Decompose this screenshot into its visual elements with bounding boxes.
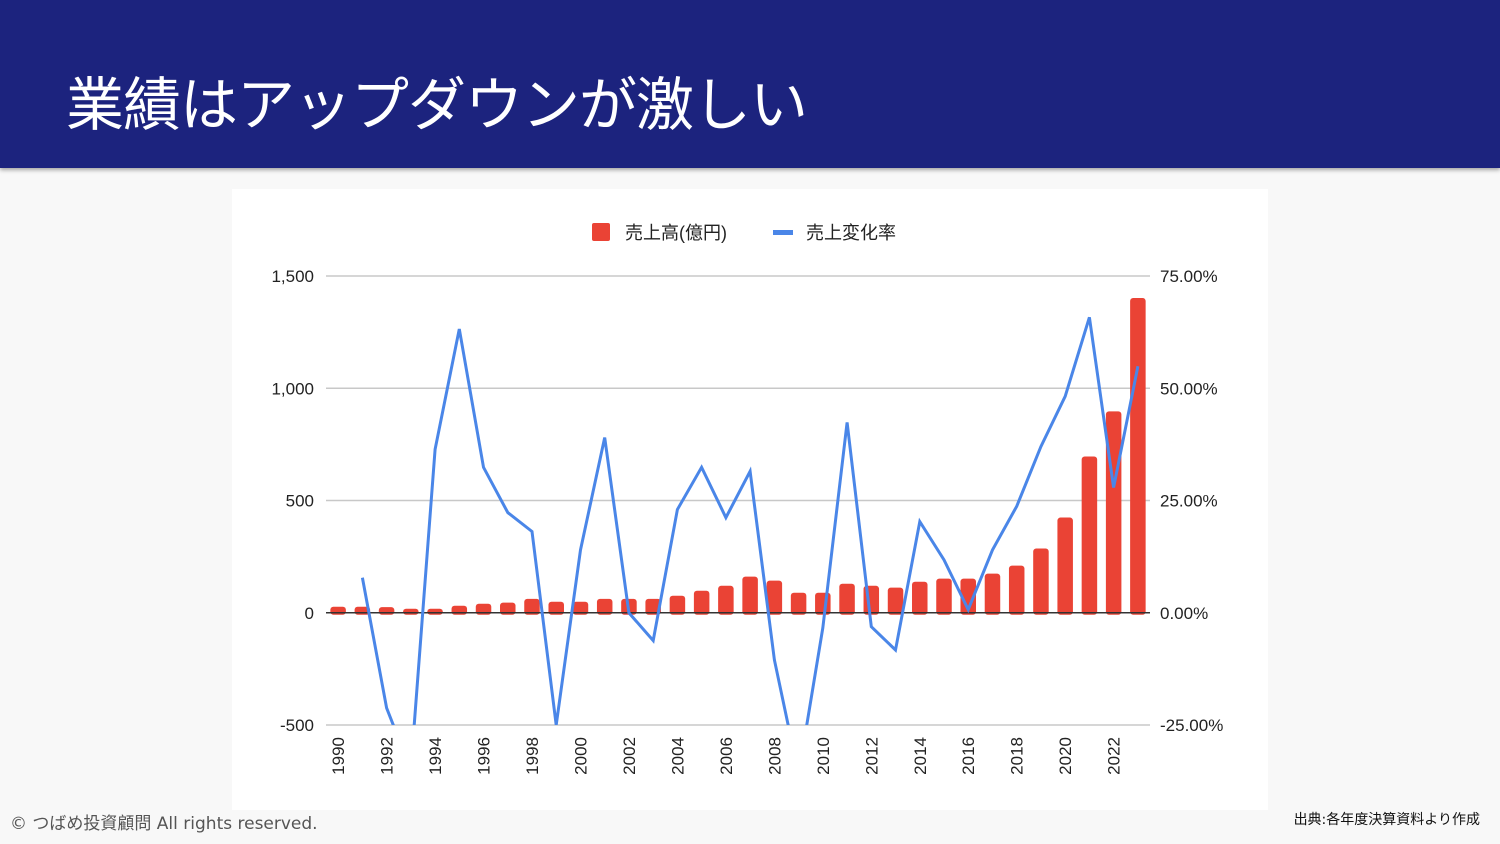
y-right-tick-label: 75.00% — [1160, 267, 1218, 286]
bar-2006 — [718, 585, 734, 615]
x-tick-label: 2002 — [620, 737, 639, 775]
bar-1994 — [427, 608, 443, 615]
bar-2001 — [596, 598, 613, 615]
bar-2008 — [766, 580, 783, 615]
x-tick-label: 2016 — [959, 737, 978, 775]
x-tick-label: 2010 — [814, 737, 833, 775]
bar-1997 — [500, 602, 516, 615]
y-right-tick-label: 0.00% — [1160, 604, 1208, 623]
bar-2023 — [1130, 298, 1146, 615]
bar-2010 — [815, 592, 831, 615]
bar-1990 — [330, 606, 346, 615]
x-tick-label: 2004 — [668, 737, 687, 775]
bar-1998 — [524, 598, 540, 615]
combo-chart: 売上高(億円) 売上変化率 -500 0 500 1,000 1,500 -25.00%… — [271, 223, 1223, 775]
x-tick-label: 2018 — [1008, 737, 1027, 775]
bar-1993 — [403, 608, 419, 615]
bar-2020 — [1057, 517, 1073, 615]
x-tick-label: 2000 — [571, 737, 590, 775]
bar-2015 — [936, 578, 952, 615]
bar-2017 — [984, 573, 1001, 615]
y-left-tick-label: 500 — [286, 492, 314, 511]
bar-2019 — [1033, 548, 1049, 615]
legend-label-growth: 売上変化率 — [806, 223, 896, 243]
x-tick-label: 2014 — [911, 737, 930, 775]
x-tick-label: 2006 — [717, 737, 736, 775]
y-right-tick-label: 50.00% — [1160, 379, 1218, 398]
x-tick-label: 1990 — [329, 737, 348, 775]
bar-1992 — [378, 607, 395, 615]
bar-2016 — [960, 578, 976, 615]
x-tick-label: 1998 — [523, 737, 542, 775]
chart-panel: 売上高(億円) 売上変化率 -500 0 500 1,000 1,500 -25.00%… — [232, 189, 1268, 810]
legend-swatch-sales — [592, 223, 610, 241]
bar-2021 — [1081, 456, 1098, 615]
bar-2018 — [1008, 565, 1025, 615]
bar-1999 — [548, 601, 564, 615]
y-left-tick-label: 1,500 — [271, 267, 314, 286]
y-left-tick-label: 0 — [305, 604, 314, 623]
bar-2007 — [742, 576, 758, 615]
slide-header: 業績はアップダウンが激しい — [0, 0, 1500, 168]
x-tick-label: 1992 — [378, 737, 397, 775]
bar-2003 — [645, 598, 661, 615]
legend-swatch-growth — [773, 230, 793, 235]
bar-2005 — [693, 590, 710, 615]
slide-title: 業績はアップダウンが激しい — [66, 71, 808, 139]
x-tick-label: 2012 — [862, 737, 881, 775]
source-note: 出典:各年度決算資料より作成 — [1293, 812, 1480, 828]
bar-2011 — [839, 583, 855, 615]
x-tick-label: 2022 — [1105, 737, 1124, 775]
legend-label-sales: 売上高(億円) — [625, 223, 727, 243]
x-tick-label: 2020 — [1056, 737, 1075, 775]
chart-legend: 売上高(億円) 売上変化率 — [592, 223, 896, 243]
bar-2004 — [669, 595, 686, 615]
y-left-tick-label: 1,000 — [271, 379, 314, 398]
y-right-tick-label: 25.00% — [1160, 492, 1218, 511]
copyright-text: © つばめ投資顧問 All rights reserved. — [10, 814, 318, 834]
x-tick-label: 2008 — [765, 737, 784, 775]
y-left-tick-label: -500 — [280, 716, 314, 735]
bar-2000 — [572, 601, 589, 615]
x-tick-label: 1994 — [426, 737, 445, 775]
bar-2013 — [887, 587, 904, 615]
bar-2014 — [912, 581, 928, 615]
growth-rate-line — [360, 316, 1140, 725]
bar-2009 — [790, 592, 807, 615]
y-right-tick-label: -25.00% — [1160, 716, 1223, 735]
x-tick-label: 1996 — [475, 737, 494, 775]
